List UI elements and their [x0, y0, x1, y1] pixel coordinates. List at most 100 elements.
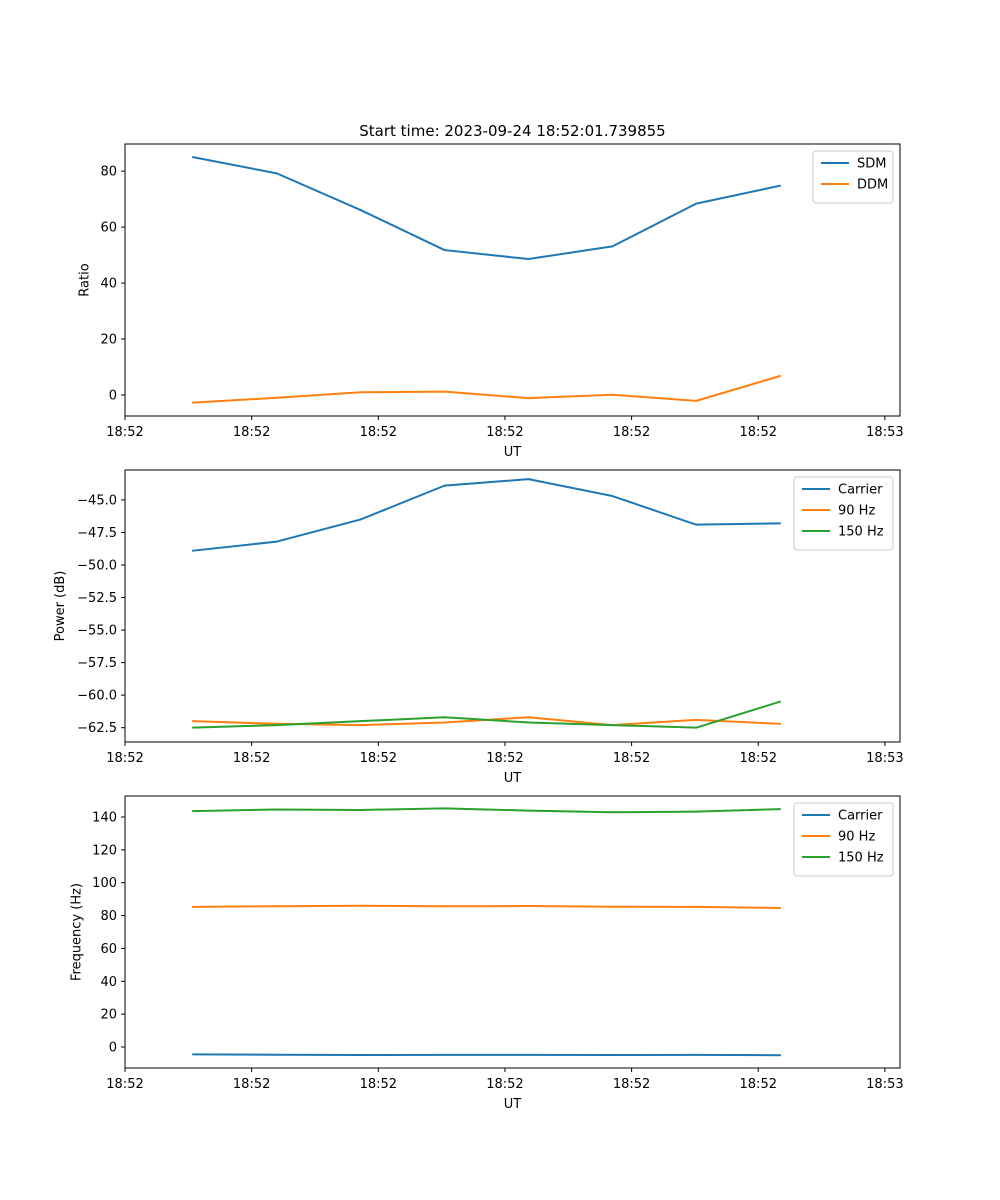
data-point-sdm [695, 202, 698, 205]
data-point-90-hz [443, 721, 446, 724]
data-point-150-hz [359, 720, 362, 723]
y-axis-label: Power (dB) [53, 571, 68, 642]
plot-frame [124, 469, 901, 743]
data-point-carrier [275, 540, 278, 543]
y-tick-label: 140 [92, 811, 117, 826]
data-point-90-hz [191, 720, 194, 723]
data-point-carrier [359, 1054, 362, 1057]
data-point-carrier [779, 1054, 782, 1057]
data-point-90-hz [359, 904, 362, 907]
data-point-carrier [695, 523, 698, 526]
y-tick-label: −60.0 [77, 689, 117, 704]
data-point-150-hz [191, 726, 194, 729]
data-point-carrier [779, 522, 782, 525]
data-point-ddm [191, 401, 194, 404]
data-point-90-hz [527, 905, 530, 908]
x-tick-label: 18:52 [233, 751, 270, 766]
data-point-150-hz [359, 808, 362, 811]
data-point-carrier [443, 484, 446, 487]
chart-panel-3: 18:52 18:52 18:52 18:52 18:52 18:52 18:53 0 20 40… [69, 795, 904, 1112]
y-tick-label: 0 [109, 389, 117, 404]
data-point-90-hz [611, 905, 614, 908]
data-point-90-hz [695, 718, 698, 721]
y-tick-label: 80 [100, 165, 117, 180]
y-tick-label: 60 [100, 221, 117, 236]
legend-label: 90 Hz [838, 504, 875, 519]
data-point-150-hz [443, 716, 446, 719]
y-axis-label: Frequency (Hz) [69, 883, 84, 981]
data-point-ddm [695, 399, 698, 402]
data-point-90-hz [275, 905, 278, 908]
data-point-90-hz [191, 905, 194, 908]
data-point-150-hz [779, 700, 782, 703]
x-tick-label: 18:52 [106, 751, 143, 766]
x-tick-label: 18:52 [613, 751, 650, 766]
data-point-90-hz [779, 722, 782, 725]
y-tick-label: 60 [100, 942, 117, 957]
data-point-90-hz [359, 724, 362, 727]
x-axis-label: UT [504, 445, 522, 460]
legend-label: SDM [857, 157, 886, 172]
data-point-carrier [611, 495, 614, 498]
data-point-carrier [359, 518, 362, 521]
x-tick-label: 18:52 [233, 425, 270, 440]
series-line-ddm [192, 375, 781, 404]
figure-title: Start time: 2023-09-24 18:52:01.739855 [359, 122, 665, 140]
data-point-sdm [275, 172, 278, 175]
x-tick-label: 18:52 [360, 425, 397, 440]
x-axis-label: UT [504, 771, 522, 786]
x-tick-label: 18:52 [360, 1077, 397, 1092]
data-point-150-hz [191, 810, 194, 813]
data-point-sdm [359, 209, 362, 212]
legend-label: Carrier [838, 483, 883, 498]
data-point-150-hz [443, 807, 446, 810]
legend: SDM DDM [812, 150, 894, 204]
chart-panel-1: 18:52 18:52 18:52 18:52 18:52 18:52 18:53 0 20 40… [78, 143, 904, 460]
series-line-90-hz [192, 904, 781, 910]
series-line-sdm [192, 156, 781, 261]
data-point-sdm [779, 184, 782, 187]
x-tick-label: 18:52 [486, 1077, 523, 1092]
data-point-carrier [695, 1053, 698, 1056]
legend-label: 150 Hz [838, 525, 884, 540]
data-point-ddm [275, 396, 278, 399]
data-point-sdm [611, 245, 614, 248]
x-tick-label: 18:53 [866, 425, 903, 440]
x-tick-label: 18:52 [740, 425, 777, 440]
data-point-90-hz [779, 907, 782, 910]
legend-label: 150 Hz [838, 851, 884, 866]
x-tick-label: 18:52 [486, 425, 523, 440]
x-tick-label: 18:52 [613, 425, 650, 440]
data-point-150-hz [275, 808, 278, 811]
legend-label: DDM [857, 178, 888, 193]
series-line-150-hz [192, 807, 781, 814]
data-point-150-hz [611, 811, 614, 814]
y-tick-label: 40 [100, 277, 117, 292]
legend: Carrier 90 Hz 150 Hz [793, 802, 894, 877]
data-point-carrier [443, 1053, 446, 1056]
data-point-90-hz [695, 905, 698, 908]
legend-label: Carrier [838, 809, 883, 824]
series-line-carrier [192, 1053, 781, 1057]
panels: 18:52 18:52 18:52 18:52 18:52 18:52 18:53 0 20 40… [53, 143, 904, 1112]
y-tick-label: −50.0 [77, 559, 117, 574]
data-point-carrier [611, 1054, 614, 1057]
y-tick-label: −62.5 [77, 721, 117, 736]
y-tick-label: 100 [92, 876, 117, 891]
data-point-sdm [191, 156, 194, 159]
data-point-150-hz [779, 808, 782, 811]
x-tick-label: 18:52 [740, 751, 777, 766]
x-tick-label: 18:52 [360, 751, 397, 766]
legend: Carrier 90 Hz 150 Hz [793, 476, 894, 551]
x-tick-label: 18:52 [106, 1077, 143, 1092]
data-point-sdm [527, 258, 530, 261]
data-point-carrier [191, 1053, 194, 1056]
data-point-carrier [191, 549, 194, 552]
y-tick-label: −52.5 [77, 591, 117, 606]
x-tick-label: 18:53 [866, 1077, 903, 1092]
series-line-carrier [192, 478, 781, 552]
data-point-150-hz [527, 721, 530, 724]
data-point-carrier [527, 478, 530, 481]
data-point-carrier [527, 1053, 530, 1056]
